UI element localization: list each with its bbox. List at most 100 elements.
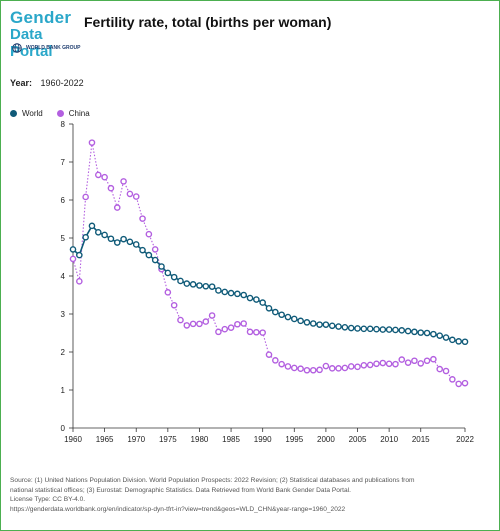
data-point-china [328,365,336,372]
legend-marker-world [10,110,17,117]
data-point-china [335,365,342,372]
x-tick-label: 2010 [380,435,398,444]
data-point-china [347,363,355,370]
data-point-china [76,278,83,285]
footer-url[interactable]: https://genderdata.worldbank.org/en/indi… [10,505,346,513]
chart-footer: Source: (1) United Nations Population Di… [10,476,492,514]
x-tick-label: 1975 [159,435,177,444]
x-tick-label: 1970 [127,435,145,444]
data-point-china [436,365,444,373]
data-point-world [297,317,304,325]
y-tick-label: 5 [61,234,66,243]
data-point-world [158,263,165,270]
data-point-world [113,239,121,246]
data-point-world [316,321,323,328]
data-point-world [164,269,172,277]
data-point-world [417,329,425,336]
data-point-world [309,320,317,327]
data-point-world [392,326,399,334]
data-point-china [215,328,222,336]
data-point-china [303,366,311,374]
data-point-world [253,296,260,303]
chart-legend: World China [10,109,104,118]
data-point-china [94,171,102,179]
gender-data-portal-logo[interactable]: Gender Data Portal [10,9,72,60]
x-tick-label: 1985 [222,435,240,444]
year-filter[interactable]: Year: 1960-2022 [10,78,84,88]
data-point-world [436,332,444,339]
y-tick-label: 7 [61,158,66,167]
data-point-china [442,367,450,375]
data-point-china [183,322,191,329]
data-point-china [246,328,254,336]
data-point-world [461,338,469,346]
world-bank-logo: WORLD BANK GROUP [12,43,80,53]
legend-label-world: World [22,109,43,118]
legend-item-world[interactable]: World [10,109,43,118]
x-tick-label: 2005 [349,435,367,444]
y-tick-label: 0 [61,424,66,433]
data-point-china [132,193,140,200]
data-point-china [177,316,184,324]
footer-license: License Type: CC BY-4.0. [10,496,86,504]
data-point-world [240,291,248,299]
data-point-world [354,325,361,332]
y-tick-label: 3 [61,310,66,319]
data-point-world [347,324,355,332]
data-point-china [322,362,330,370]
y-tick-label: 2 [61,348,66,357]
data-point-china [354,363,361,371]
data-point-world [303,319,311,326]
data-point-world [423,329,431,337]
data-point-world [341,323,349,331]
series-line-china [72,142,466,385]
year-filter-label: Year: [10,78,33,88]
data-point-world [284,313,292,321]
data-point-china [417,360,425,367]
data-point-world [373,325,380,333]
data-point-china [297,365,304,373]
data-point-world [404,327,412,335]
data-point-world [132,241,140,248]
x-tick-label: 1965 [96,435,114,444]
data-point-world [385,326,393,333]
data-point-china [69,255,77,263]
legend-label-china: China [68,109,90,118]
data-point-china [82,193,89,201]
data-point-world [139,246,146,254]
logo-line-2: Data Portal [10,26,53,60]
data-point-china [366,361,374,369]
data-point-china [151,246,159,253]
data-point-china [145,230,153,238]
data-point-china [202,318,210,325]
data-point-world [202,282,210,290]
legend-item-china[interactable]: China [56,109,90,118]
footer-source-line-1: Source: (1) United Nations Population Di… [10,477,415,484]
data-point-china [411,357,418,365]
data-point-china [455,380,462,388]
y-tick-label: 4 [61,272,66,281]
data-point-china [461,379,469,387]
data-point-world [227,289,235,297]
data-point-world [208,283,216,290]
data-point-china [253,328,260,336]
data-point-world [215,287,222,294]
data-point-china [430,355,437,363]
data-point-world [335,323,342,330]
data-point-china [113,204,121,211]
data-point-china [170,301,178,309]
data-point-china [309,366,317,374]
data-point-world [145,251,153,259]
data-point-china [221,325,229,333]
data-point-china [120,178,127,185]
data-point-china [208,312,216,319]
data-point-world [398,327,406,334]
data-point-china [379,359,387,367]
data-point-world [170,273,178,281]
data-point-china [164,289,172,296]
legend-marker-china [56,110,64,117]
data-point-world [76,251,83,259]
data-point-world [290,315,298,323]
data-point-china [449,376,456,383]
data-point-world [328,322,336,330]
